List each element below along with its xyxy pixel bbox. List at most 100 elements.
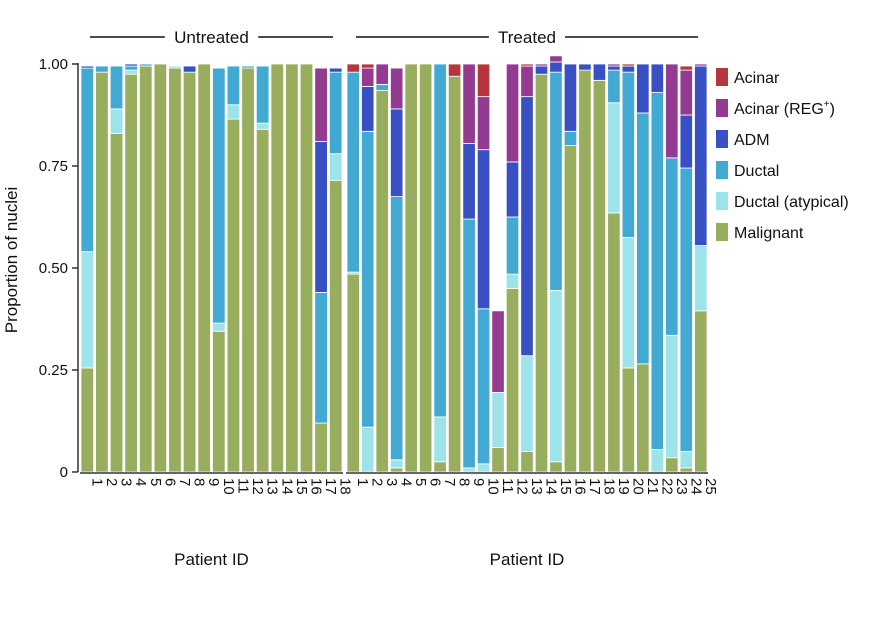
x-tick-label: 14 — [278, 478, 295, 495]
bar-segment-ductal-atypical — [476, 463, 491, 473]
bar-patient-2 — [95, 65, 109, 473]
bar-patient-6 — [418, 63, 433, 473]
x-tick-label: 13 — [528, 478, 545, 495]
bar-segment-malignant — [153, 63, 168, 473]
bar-patient-11 — [226, 65, 241, 473]
bar-patient-8 — [182, 65, 197, 473]
bar-segment-ductal-atypical — [621, 236, 635, 369]
bar-segment-ductal-atypical — [168, 65, 182, 69]
y-axis: 0 0.25 0.50 0.75 1.00 — [39, 56, 79, 481]
bar-segment-ductal — [607, 69, 621, 104]
x-tick-label: 1 — [88, 478, 105, 486]
bar-patient-12 — [241, 65, 255, 473]
bar-patient-1 — [346, 63, 360, 473]
bar-segment-acinar — [447, 63, 462, 77]
bar-patient-20 — [621, 63, 635, 473]
facet-title: Treated — [498, 28, 556, 47]
bar-segment-adm — [314, 141, 328, 293]
x-tick-label: 16 — [307, 478, 324, 495]
bar-segment-ductal-atypical — [549, 290, 563, 463]
bar-segment-acinar-reg — [607, 63, 621, 67]
bar-segment-malignant — [124, 73, 138, 473]
bar-segment-malignant — [328, 179, 343, 473]
bar-segment-malignant — [226, 118, 241, 473]
bar-patient-6 — [153, 63, 168, 473]
y-tick-label: 0 — [60, 464, 68, 481]
x-tick-label: 10 — [485, 478, 502, 495]
bar-segment-malignant — [346, 273, 360, 473]
x-tick-label: 14 — [542, 478, 559, 495]
facet-title: Untreated — [174, 28, 249, 47]
bar-segment-adm — [563, 63, 578, 132]
bar-segment-acinar-reg — [665, 63, 679, 159]
bar-segment-ductal — [505, 216, 520, 275]
bar-segment-ductal-atypical — [607, 102, 621, 214]
bar-segment-acinar-reg — [694, 63, 708, 67]
x-tick-label: 6 — [427, 478, 444, 486]
panel-untreated: 123456789101112131415161718UntreatedPati… — [80, 28, 354, 569]
legend-swatch — [716, 99, 728, 117]
bar-segment-ductal — [328, 71, 343, 155]
bar-segment-adm — [549, 61, 563, 73]
bar-segment-malignant — [241, 67, 255, 473]
x-tick-label: 4 — [132, 478, 149, 486]
facet-panels: 123456789101112131415161718UntreatedPati… — [80, 28, 719, 569]
bar-segment-malignant — [255, 128, 270, 473]
bar-patient-17 — [314, 67, 328, 473]
y-tick-label: 0.50 — [39, 260, 68, 277]
bar-segment-ductal — [80, 67, 95, 253]
bar-patient-25 — [694, 63, 708, 473]
bar-segment-ductal — [549, 71, 563, 291]
bar-segment-malignant — [534, 73, 549, 473]
bar-segment-malignant — [433, 461, 447, 473]
x-tick-label: 1 — [354, 478, 371, 486]
x-tick-label: 5 — [147, 478, 164, 486]
bar-segment-acinar-reg — [534, 63, 549, 67]
bar-segment-ductal — [361, 130, 375, 428]
bar-segment-malignant — [314, 422, 328, 473]
x-tick-label: 6 — [161, 478, 178, 486]
bar-segment-malignant — [636, 363, 650, 473]
bar-segment-malignant — [109, 132, 124, 473]
bar-segment-malignant — [285, 63, 299, 473]
bar-segment-malignant — [270, 63, 284, 473]
bar-segment-malignant — [491, 447, 505, 473]
bar-segment-malignant — [578, 69, 592, 473]
bars — [346, 55, 708, 473]
bar-segment-adm — [124, 63, 138, 67]
legend-swatch — [716, 130, 728, 148]
bar-segment-malignant — [139, 65, 153, 473]
bar-segment-adm — [636, 63, 650, 114]
x-tick-label: 22 — [658, 478, 675, 495]
x-tick-label: 12 — [514, 478, 531, 495]
bar-segment-ductal-atypical — [226, 104, 241, 120]
legend-label: Acinar — [734, 70, 780, 87]
bar-patient-19 — [607, 63, 621, 473]
bar-segment-ductal — [375, 84, 389, 91]
bar-patient-7 — [433, 63, 447, 473]
bar-segment-adm — [607, 65, 621, 71]
x-tick-label: 8 — [191, 478, 208, 486]
bar-patient-23 — [665, 63, 679, 473]
bar-patient-24 — [679, 65, 693, 473]
bar-segment-adm — [650, 63, 664, 93]
panel-treated: 1234567891011121314151617181920212223242… — [346, 28, 719, 569]
bar-segment-malignant — [607, 212, 621, 473]
bar-segment-acinar-reg — [679, 69, 693, 116]
bar-segment-adm — [182, 65, 197, 73]
x-tick-label: 18 — [337, 478, 354, 495]
bar-patient-7 — [168, 65, 182, 473]
bar-segment-malignant — [621, 367, 635, 473]
bar-segment-adm — [679, 114, 693, 169]
legend-label: Ductal — [734, 163, 779, 180]
bar-segment-adm — [534, 65, 549, 75]
bar-segment-ductal — [665, 157, 679, 336]
x-tick-label: 21 — [644, 478, 661, 495]
bar-segment-malignant — [299, 63, 314, 473]
bar-segment-adm — [694, 65, 708, 246]
bar-segment-adm — [476, 149, 491, 310]
legend-label: Ductal (atypical) — [734, 194, 849, 211]
bar-patient-3 — [109, 65, 124, 473]
bar-segment-ductal — [255, 65, 270, 124]
bar-segment-adm — [80, 65, 95, 69]
